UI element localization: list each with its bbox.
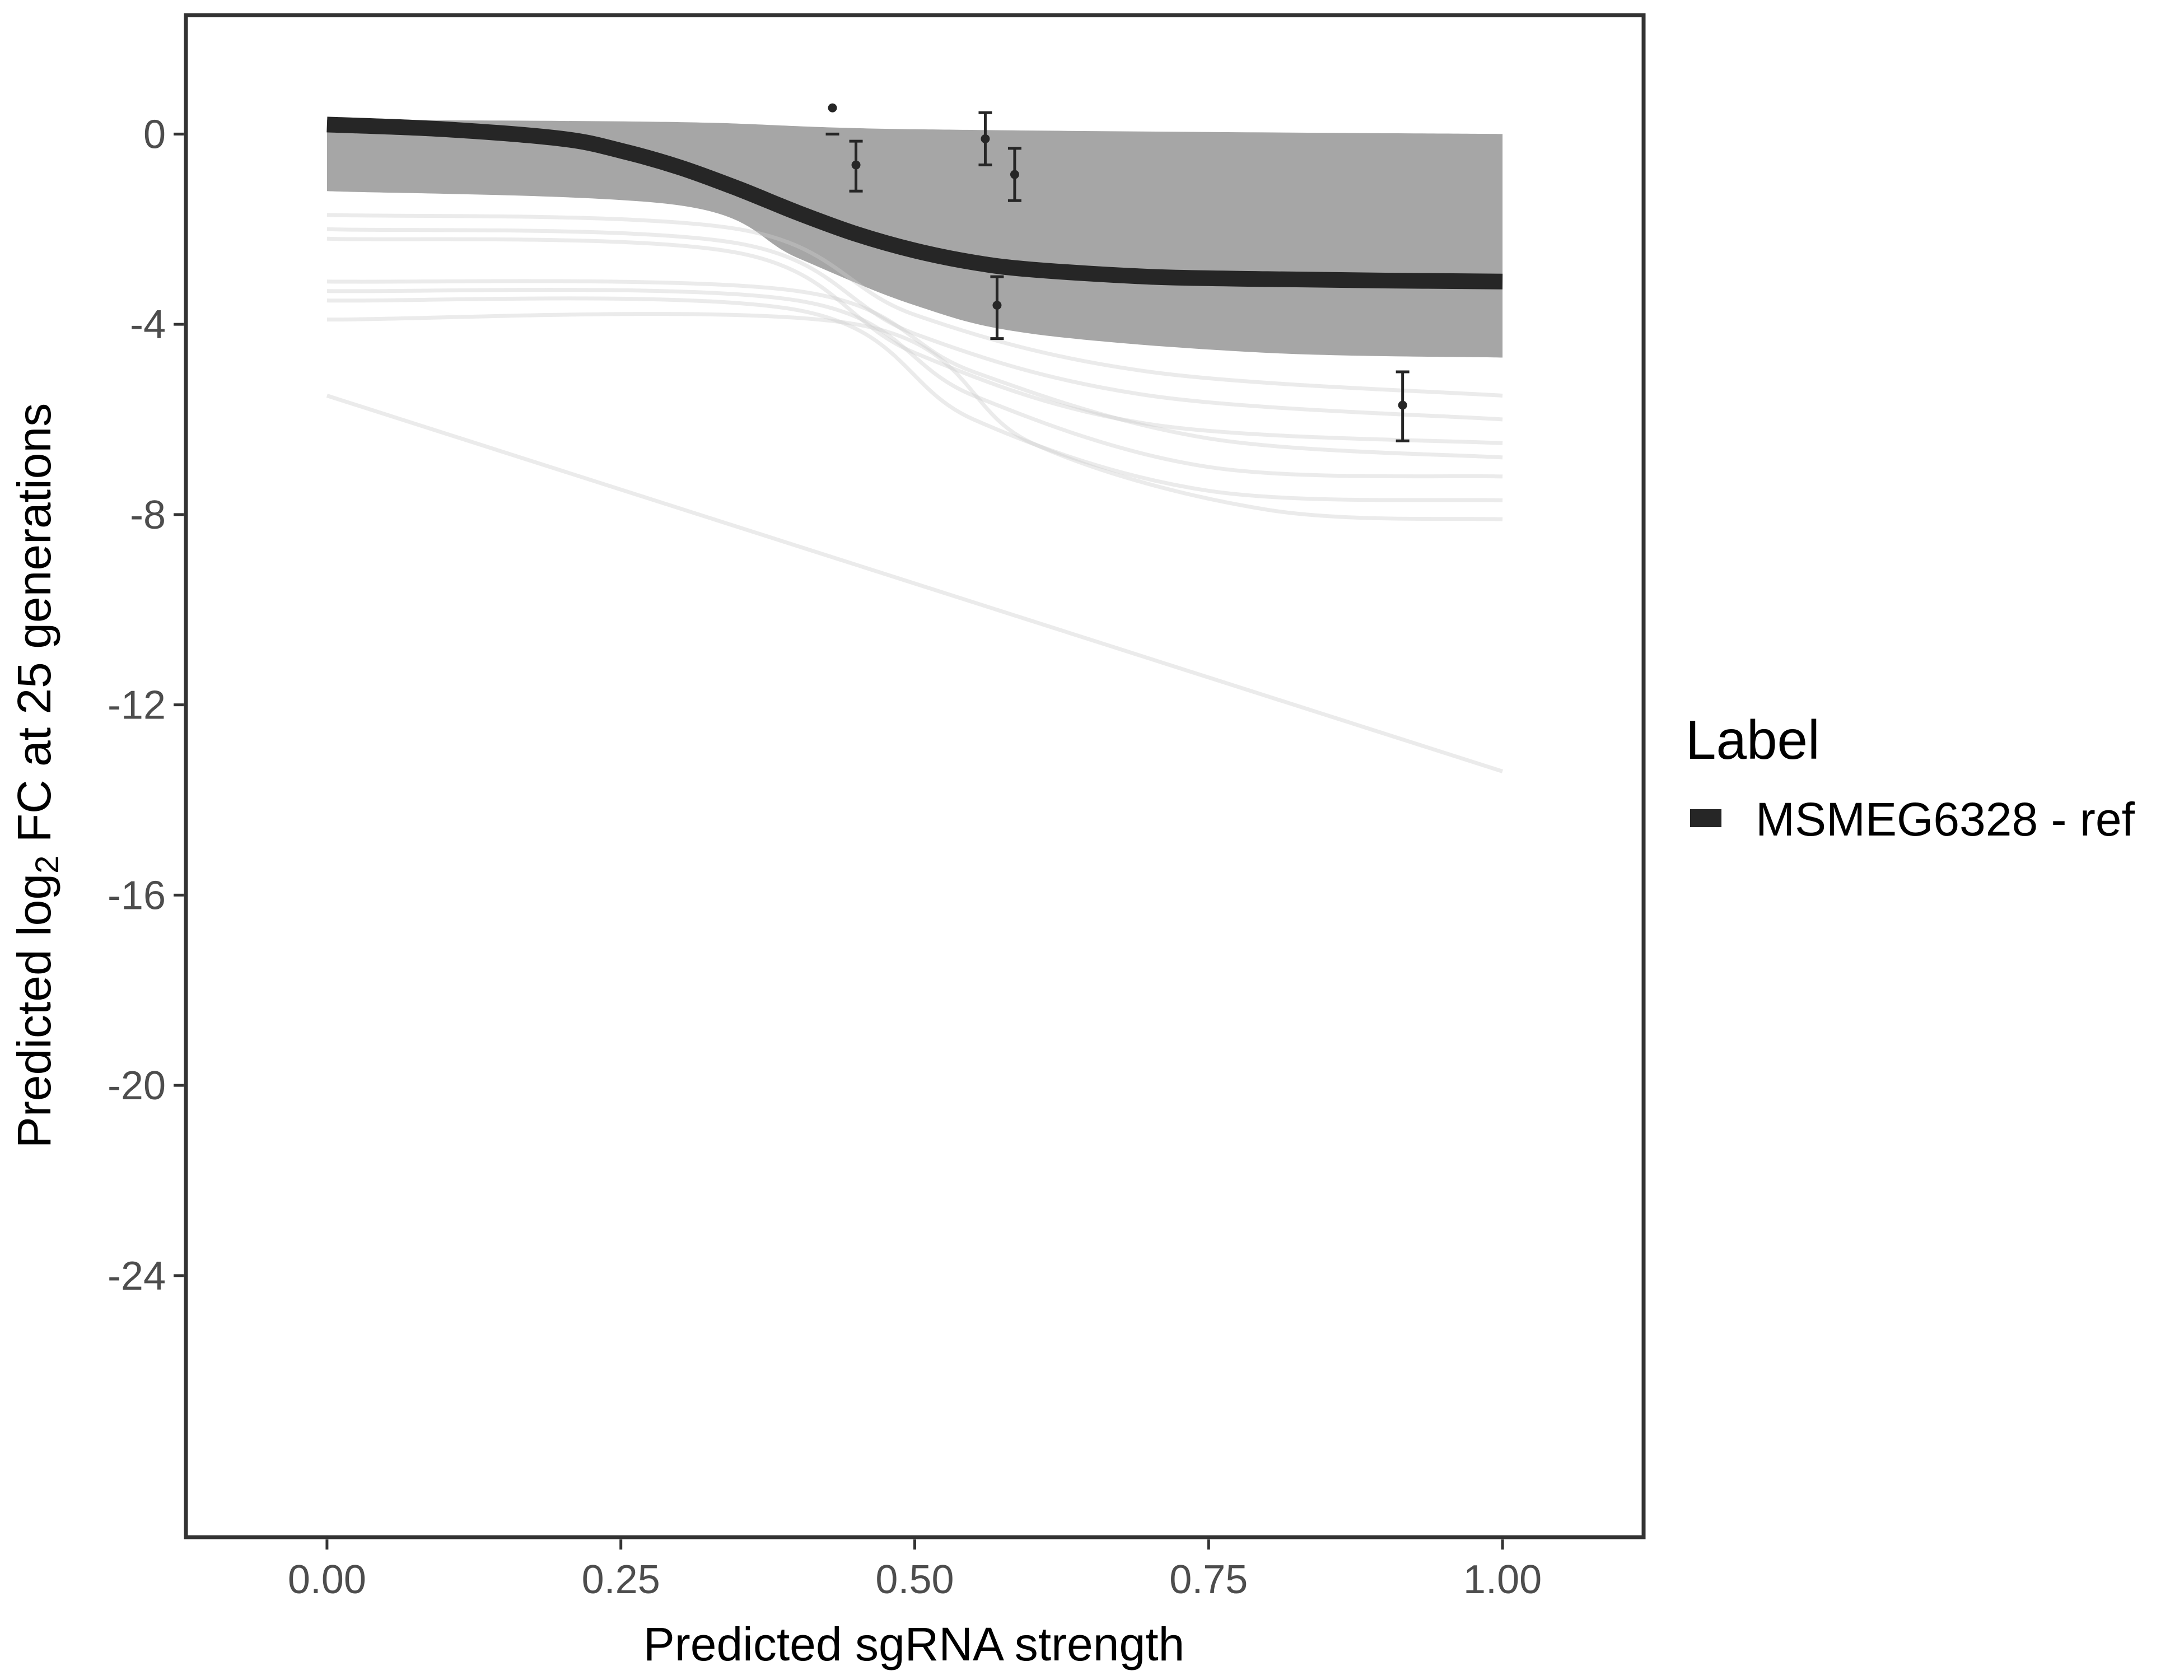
- data-point-6: [992, 301, 1002, 310]
- y-tick-label-7: -24: [108, 1254, 166, 1299]
- data-point-1: [828, 103, 837, 113]
- posterior-draw-line-5: [326, 288, 1503, 479]
- posterior-band-area: [326, 119, 1503, 358]
- posterior-draws: [326, 213, 1504, 773]
- y-tick-label-1: 0: [143, 112, 166, 157]
- observed-points: [825, 103, 1410, 442]
- posterior-draw-line-8: [326, 394, 1504, 773]
- y-tick-label-3: -8: [130, 493, 166, 538]
- posterior-draw-line-2: [326, 227, 1503, 422]
- x-axis-title: Predicted sgRNA strength: [643, 1618, 1185, 1670]
- x-tick-label-1: 0.00: [288, 1557, 366, 1602]
- y-tick-label-2: -4: [130, 302, 166, 347]
- x-tick-label-5: 1.00: [1463, 1557, 1542, 1602]
- posterior-band: [326, 119, 1503, 358]
- data-point-7: [1398, 400, 1407, 410]
- legend: Label MSMEG6328 - ref: [1686, 709, 2135, 846]
- y-tick-label-5: -16: [108, 873, 166, 918]
- legend-key-msmeg6328: [1690, 809, 1721, 827]
- x-axis-ticks: 0.00 0.25 0.50 0.75 1.00: [288, 1539, 1542, 1602]
- posterior-draw-line-1: [326, 213, 1503, 398]
- x-tick-label-2: 0.25: [582, 1557, 660, 1602]
- y-axis-title-part-2: FC at 25 generations: [8, 403, 60, 856]
- y-axis-title-part-1: Predicted log: [8, 874, 60, 1148]
- data-point-3: [851, 160, 861, 170]
- legend-label-msmeg6328: MSMEG6328 - ref: [1756, 793, 2135, 846]
- posterior-draw-line-6: [326, 296, 1503, 502]
- data-point-4: [981, 134, 990, 143]
- posterior-draw-line-7: [326, 312, 1503, 521]
- fit-line-layer: [326, 116, 1503, 290]
- posterior-draw-line-3: [326, 236, 1503, 445]
- data-point-5: [1010, 170, 1019, 179]
- fit-line-series-1: [326, 116, 1503, 290]
- y-axis-title-subscript: 2: [29, 856, 66, 874]
- y-axis-title: Predicted log2 FC at 25 generations: [8, 403, 66, 1148]
- y-axis-ticks: 0 -4 -8 -12 -16 -20 -24: [108, 112, 184, 1299]
- legend-title: Label: [1686, 709, 1820, 771]
- x-tick-label-4: 0.75: [1169, 1557, 1248, 1602]
- posterior-draw-line-4: [326, 279, 1503, 460]
- y-tick-label-6: -20: [108, 1063, 166, 1108]
- plot-panel-border: [184, 13, 1646, 1539]
- x-tick-label-3: 0.50: [875, 1557, 954, 1602]
- y-tick-label-4: -12: [108, 683, 166, 728]
